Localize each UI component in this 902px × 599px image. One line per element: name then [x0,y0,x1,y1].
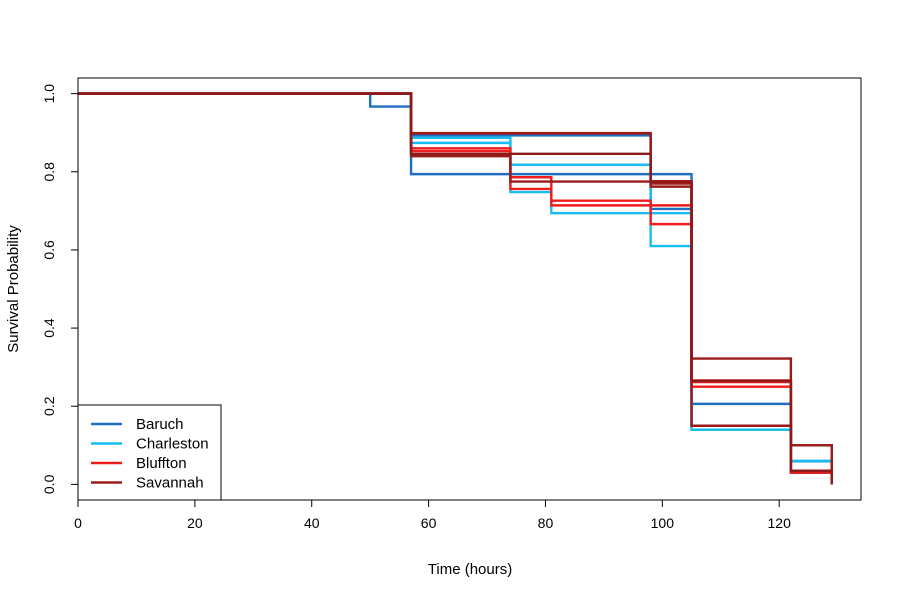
x-tick-label: 40 [304,515,320,531]
curve-savannah-9 [78,92,833,485]
x-axis: 0 20 40 60 80 100 120 [74,499,792,531]
y-tick-label: 1.0 [41,84,57,104]
legend-box [77,404,222,501]
x-axis-title: Time (hours) [428,561,512,578]
legend-label-charleston: Charleston [136,436,209,453]
y-tick-label: 0.6 [41,240,57,260]
y-tick-label: 0.4 [41,318,57,338]
legend-label-baruch: Baruch [136,416,184,433]
legend-label-bluffton: Bluffton [136,455,187,472]
legend: Baruch Charleston Bluffton Savannah [77,404,222,501]
y-tick-label: 0.2 [41,396,57,416]
y-tick-label: 0.0 [41,474,57,494]
y-axis: 0.0 0.2 0.4 0.6 0.8 1.0 [41,84,79,494]
x-tick-label: 60 [421,515,437,531]
y-axis-title: Survival Probability [5,225,22,353]
y-tick-label: 0.8 [41,162,57,182]
x-tick-label: 0 [74,515,82,531]
legend-label-savannah: Savannah [136,475,204,492]
x-tick-label: 120 [768,515,792,531]
x-tick-label: 20 [187,515,203,531]
survival-curves [78,92,833,485]
x-tick-label: 80 [538,515,554,531]
x-tick-label: 100 [651,515,675,531]
